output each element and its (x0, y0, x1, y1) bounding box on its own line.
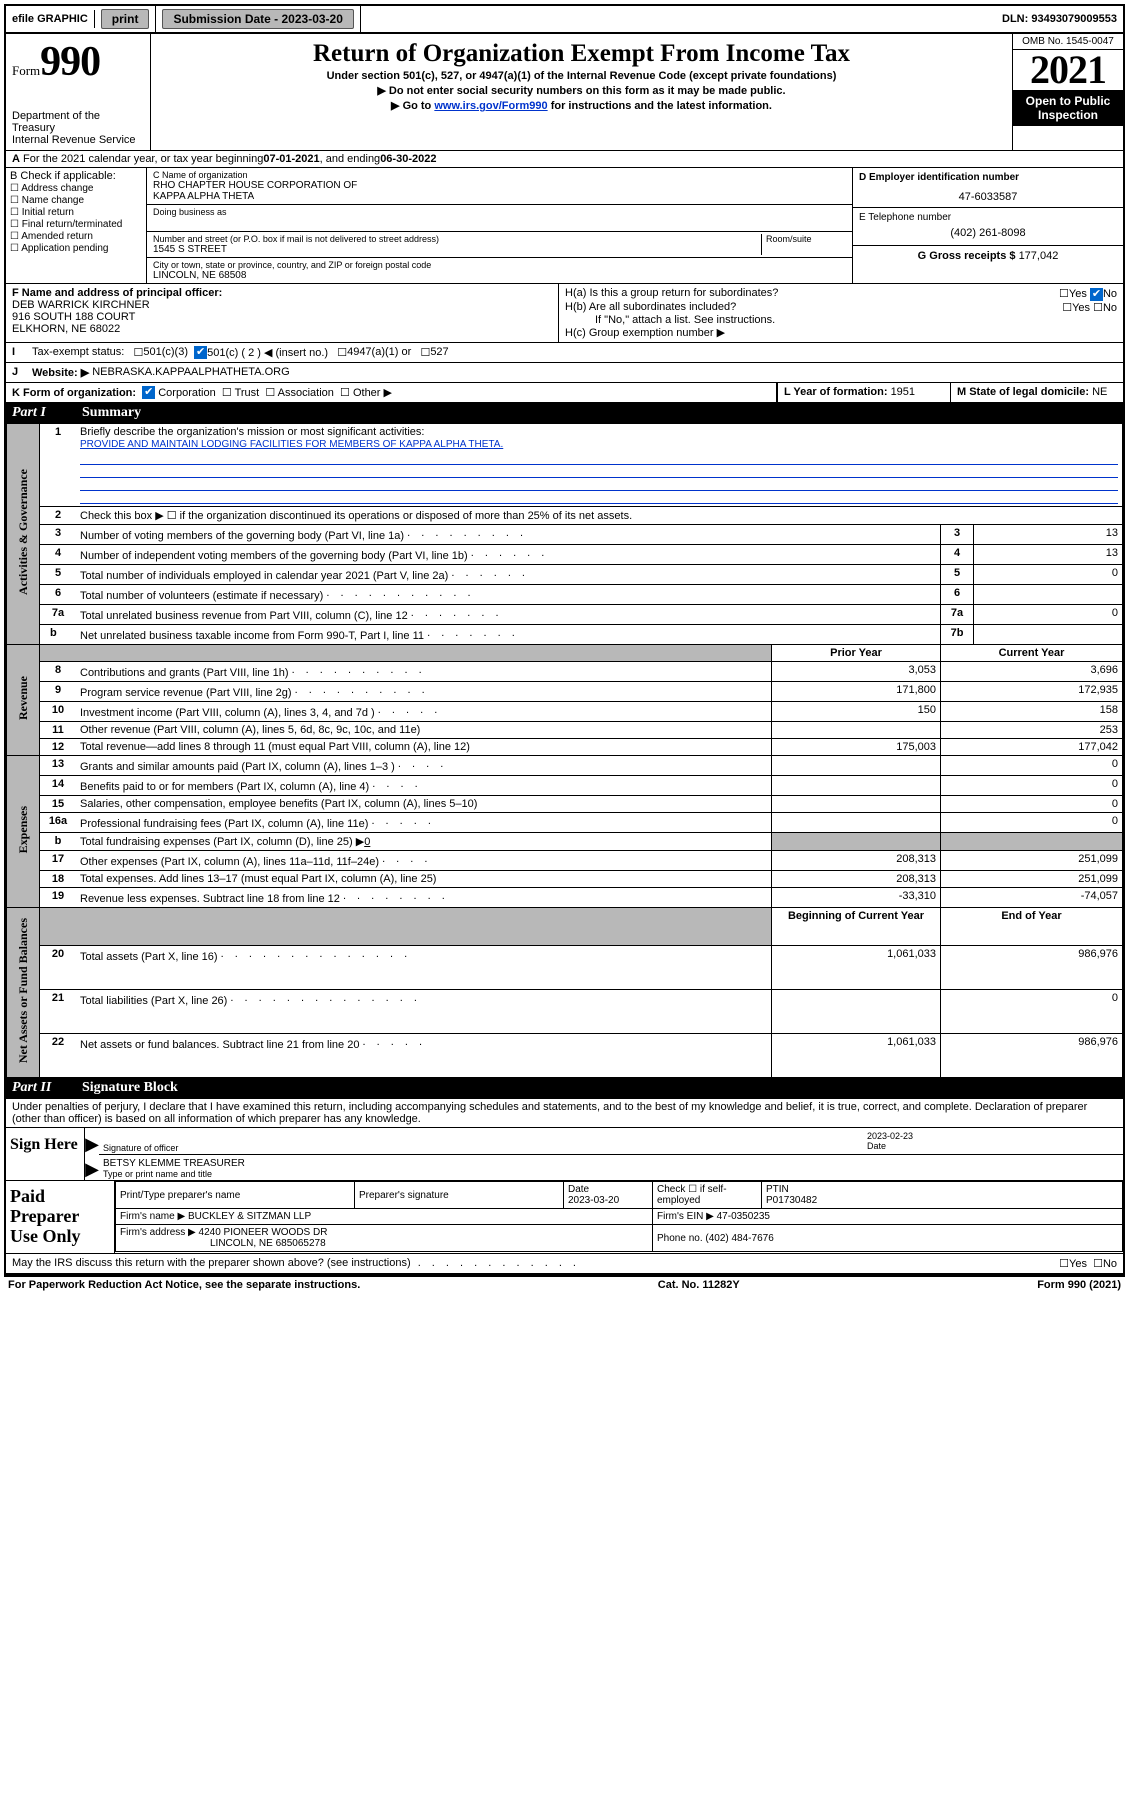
subdate-cell: Submission Date - 2023-03-20 (156, 6, 360, 32)
ptin-value: P01730482 (766, 1195, 817, 1206)
org-name-1: RHO CHAPTER HOUSE CORPORATION OF (153, 180, 846, 191)
vtab-revenue: Revenue (7, 645, 40, 756)
print-button[interactable]: print (101, 9, 150, 29)
chk-address[interactable]: Address change (10, 183, 142, 194)
form-990-page: efile GRAPHIC print Submission Date - 20… (4, 4, 1125, 1277)
efile-label: efile GRAPHIC (6, 10, 95, 28)
chk-amended[interactable]: Amended return (10, 231, 142, 242)
form-title: Return of Organization Exempt From Incom… (159, 40, 1004, 68)
paid-preparer-table: Print/Type preparer's name Preparer's si… (115, 1181, 1123, 1252)
firm-addr1: 4240 PIONEER WOODS DR (199, 1227, 328, 1238)
subtitle-2: ▶ Do not enter social security numbers o… (159, 84, 1004, 97)
firm-addr2: LINCOLN, NE 685065278 (120, 1238, 326, 1249)
ein-phone-col: D Employer identification number 47-6033… (852, 168, 1123, 283)
vtab-netassets: Net Assets or Fund Balances (7, 908, 40, 1078)
row-fgh: F Name and address of principal officer:… (6, 284, 1123, 343)
firm-name: BUCKLEY & SITZMAN LLP (188, 1211, 311, 1222)
street-address: 1545 S STREET (153, 244, 761, 255)
submission-date-button[interactable]: Submission Date - 2023-03-20 (162, 9, 353, 29)
row-j: JWebsite: ▶ NEBRASKA.KAPPAALPHATHETA.ORG (6, 363, 1123, 383)
irs-label: Internal Revenue Service (12, 134, 144, 146)
prep-date: 2023-03-20 (568, 1195, 619, 1206)
signature-section: Under penalties of perjury, I declare th… (6, 1098, 1123, 1274)
penalty-text: Under penalties of perjury, I declare th… (6, 1099, 1123, 1127)
row-klm: K Form of organization: ✔ Corporation ☐ … (6, 383, 1123, 404)
dln-cell: DLN: 93493079009553 (996, 10, 1123, 28)
row-m: M State of legal domicile: NE (951, 383, 1123, 403)
val-l5: 0 (974, 565, 1123, 585)
title-cell: Return of Organization Exempt From Incom… (151, 34, 1012, 150)
val-l6 (974, 585, 1123, 605)
group-return-cell: H(a) Is this a group return for subordin… (559, 284, 1123, 342)
row-a: A For the 2021 calendar year, or tax yea… (6, 151, 1123, 168)
subtitle-3: ▶ Go to www.irs.gov/Form990 for instruct… (159, 99, 1004, 112)
right-header-cell: OMB No. 1545-0047 2021 Open to Public In… (1012, 34, 1123, 150)
ha-no-checked: ✔ (1090, 288, 1103, 301)
chk-final[interactable]: Final return/terminated (10, 219, 142, 230)
row-l: L Year of formation: 1951 (777, 383, 951, 403)
page-footer: For Paperwork Reduction Act Notice, see … (4, 1277, 1125, 1293)
org-info-col: C Name of organization RHO CHAPTER HOUSE… (147, 168, 852, 283)
vtab-expenses: Expenses (7, 756, 40, 908)
val-l7b (974, 625, 1123, 645)
part1-header: Part ISummary (6, 403, 1123, 423)
irs-link[interactable]: www.irs.gov/Form990 (434, 100, 547, 112)
sig-date: 2023-02-23 (867, 1131, 913, 1141)
checkbox-col-b: B Check if applicable: Address change Na… (6, 168, 147, 283)
val-l7a: 0 (974, 605, 1123, 625)
part2-header: Part IISignature Block (6, 1078, 1123, 1098)
officer-name: BETSY KLEMME TREASURER (103, 1158, 245, 1169)
vtab-governance: Activities & Governance (7, 424, 40, 645)
website-value: NEBRASKA.KAPPAALPHATHETA.ORG (92, 366, 289, 378)
tax-year: 2021 (1013, 50, 1123, 90)
ein-value: 47-6033587 (859, 191, 1117, 203)
city-state-zip: LINCOLN, NE 68508 (153, 270, 846, 281)
corp-checked: ✔ (142, 386, 155, 399)
top-bar: efile GRAPHIC print Submission Date - 20… (6, 6, 1123, 34)
mission-text: PROVIDE AND MAINTAIN LODGING FACILITIES … (80, 439, 503, 450)
chk-pending[interactable]: Application pending (10, 243, 142, 254)
val-l3: 13 (974, 525, 1123, 545)
sign-here-label: Sign Here (6, 1128, 85, 1180)
dept-label: Department of the Treasury (12, 110, 144, 134)
paid-preparer-label: Paid Preparer Use Only (6, 1181, 115, 1252)
firm-ein: 47-0350235 (717, 1211, 770, 1222)
header-row: Form990 Department of the Treasury Inter… (6, 34, 1123, 151)
chk-initial[interactable]: Initial return (10, 207, 142, 218)
firm-phone: (402) 484-7676 (705, 1233, 773, 1244)
form-id-cell: Form990 Department of the Treasury Inter… (6, 34, 151, 150)
section-b: B Check if applicable: Address change Na… (6, 168, 1123, 284)
501c-checked: ✔ (194, 346, 207, 359)
arrow-icon: ▶ (85, 1155, 99, 1180)
chk-name[interactable]: Name change (10, 195, 142, 206)
print-cell: print (95, 6, 157, 32)
row-i: ITax-exempt status: ☐ 501(c)(3) ✔ 501(c)… (6, 343, 1123, 363)
gross-receipts: 177,042 (1019, 250, 1059, 262)
subtitle-1: Under section 501(c), 527, or 4947(a)(1)… (159, 70, 1004, 82)
phone-value: (402) 261-8098 (859, 227, 1117, 239)
officer-cell: F Name and address of principal officer:… (6, 284, 559, 342)
org-name-2: KAPPA ALPHA THETA (153, 191, 846, 202)
val-l4: 13 (974, 545, 1123, 565)
may-discuss-row: May the IRS discuss this return with the… (6, 1254, 1123, 1275)
open-public-badge: Open to Public Inspection (1013, 90, 1123, 126)
arrow-icon: ▶ (85, 1128, 99, 1155)
summary-table: Activities & Governance 1 Briefly descri… (6, 423, 1123, 1078)
